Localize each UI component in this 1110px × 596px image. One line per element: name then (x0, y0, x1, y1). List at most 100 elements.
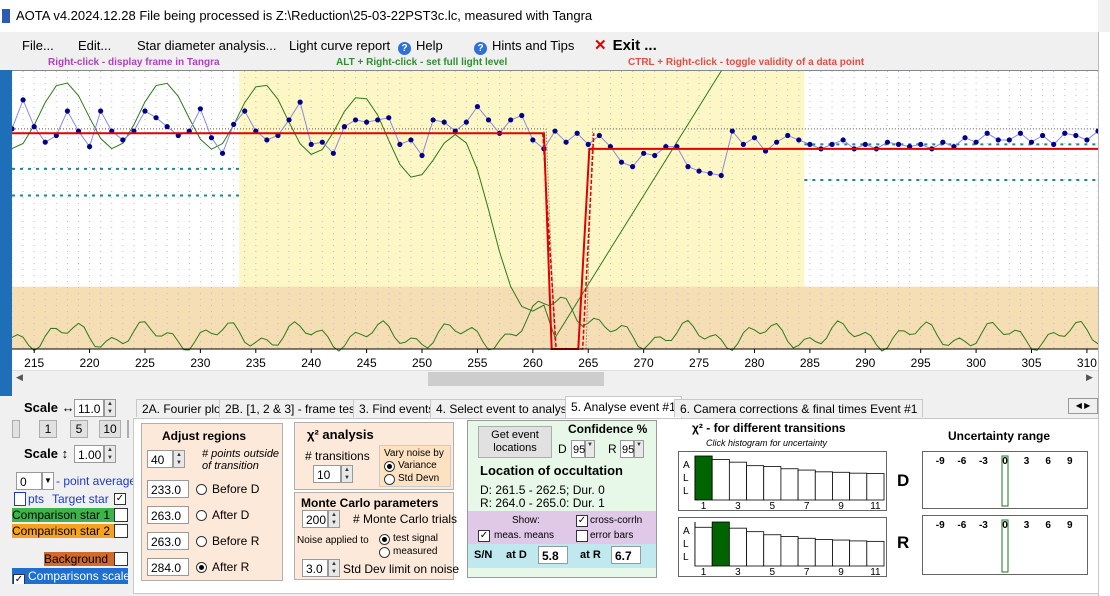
before-r-input[interactable]: 263.0 (147, 532, 189, 550)
menu-help[interactable]: ? Help (398, 38, 443, 55)
uncertainty-tick-label: -3 (979, 520, 988, 531)
menu-bar: File... Edit... Star diameter analysis..… (0, 32, 1098, 58)
data-point (164, 124, 170, 130)
transitions-input[interactable]: 10 (313, 465, 341, 483)
background-window-edge (1098, 32, 1110, 596)
scale-button-1[interactable]: 1 (39, 420, 57, 438)
scale-v-input[interactable]: 1.00 (74, 445, 104, 463)
scroll-thumb[interactable] (428, 372, 604, 386)
left-control-panel: Scale ↔ 11.0 ▲ ▼ 1 5 10 Scale ↕ 1.00 ▲ ▼ 0… (12, 396, 136, 592)
trials-input[interactable]: 200 (302, 510, 328, 528)
target-star-row[interactable]: pts Target star ✓ (14, 492, 130, 508)
data-point (408, 137, 414, 143)
std-devn-radio[interactable] (384, 474, 395, 485)
menu-hints[interactable]: ? Hints and Tips (474, 38, 574, 55)
scale-h-input[interactable]: 11.0 (74, 399, 104, 417)
title-bar: AOTA v4.2024.12.28 File being processed … (0, 0, 1098, 32)
after-r-radio[interactable] (196, 562, 207, 573)
tab-camera-corrections[interactable]: 6. Camera corrections & final times Even… (674, 399, 924, 417)
light-curve-plot[interactable]: 215 220 225 230 235 240 245 250 255 260 265 270 275 2… (12, 70, 1098, 371)
menu-file[interactable]: File... (22, 38, 54, 53)
tab-fourier[interactable]: 2A. Fourier plot (136, 399, 231, 417)
tab-frame-test[interactable]: 2B. [1, 2 & 3] - frame test (219, 399, 365, 417)
tab-scroll-arrows[interactable]: ◀ ▶ (1068, 398, 1098, 414)
histogram-d[interactable]: A L L 1 3 5 7 9 11 (678, 451, 887, 512)
data-point (386, 115, 392, 121)
points-outside-input[interactable]: 40 (147, 450, 173, 468)
point-average-label: - point average (56, 474, 137, 488)
histogram-bar (746, 465, 765, 501)
before-r-radio[interactable] (196, 536, 207, 547)
scale-h-stepper[interactable]: ▲ ▼ (104, 399, 116, 417)
comparison-star-2-checkbox[interactable] (114, 524, 128, 538)
trials-stepper[interactable]: ▲ ▼ (328, 510, 340, 528)
points-outside-stepper[interactable]: ▲ ▼ (173, 450, 185, 468)
transitions-stepper[interactable]: ▲ ▼ (341, 465, 353, 483)
cross-corrln-checkbox[interactable]: ✓ (576, 515, 588, 527)
histogram-bar (797, 537, 816, 567)
confidence-r-input[interactable]: 95 (620, 440, 634, 458)
tab-analyse-event[interactable]: 5. Analyse event #1 (565, 396, 682, 418)
comparison-star-1-checkbox[interactable] (114, 508, 128, 522)
chevron-down-icon[interactable]: ▼ (42, 472, 54, 490)
menu-star-diameter[interactable]: Star diameter analysis... (137, 38, 277, 53)
pts-label: pts (28, 492, 45, 506)
data-point (530, 137, 536, 143)
meas-means-checkbox[interactable]: ✓ (478, 530, 490, 542)
plot-scrollbar[interactable]: ◀ ▶ (12, 370, 1098, 387)
menu-light-curve-report[interactable]: Light curve report (289, 38, 391, 53)
x-tick-label: 310 (1077, 356, 1097, 370)
target-star-checkbox[interactable]: ✓ (114, 493, 126, 505)
after-r-input[interactable]: 284.0 (147, 558, 189, 576)
histogram-title: χ² - for different transitions (692, 421, 846, 435)
comparisons-scaled-checkbox[interactable]: ✓ (13, 574, 25, 584)
hint-ctrl-right-click: CTRL + Right-click - toggle validity of … (628, 57, 865, 68)
background-label: Background (44, 552, 114, 566)
comparisons-scaled-row[interactable]: ✓ Comparisons scaled (12, 568, 128, 584)
data-point (740, 141, 746, 147)
after-d-input[interactable]: 263.0 (147, 506, 189, 524)
confidence-d-chevron-icon[interactable]: ▼ (585, 440, 595, 458)
measured-radio[interactable] (379, 547, 390, 558)
scale-button-5[interactable]: 5 (70, 420, 88, 438)
vary-noise-label: Vary noise by (384, 448, 444, 459)
x-tick-label: 270 (634, 356, 654, 370)
histogram-r[interactable]: A L L 1 3 5 7 9 11 (678, 517, 887, 578)
confidence-r-chevron-icon[interactable]: ▼ (634, 440, 644, 458)
confidence-d-input[interactable]: 95 (571, 440, 585, 458)
scale-button-15[interactable] (127, 420, 129, 438)
scroll-right-arrow-icon[interactable]: ▶ (1086, 372, 1093, 382)
analyse-event-panel: Adjust regions 40 ▲ ▼ # points outside of… (133, 418, 1099, 594)
comparisons-scaled-label: Comparisons scaled (28, 569, 128, 583)
error-bars-checkbox[interactable] (576, 530, 588, 542)
tab-select-event[interactable]: 4. Select event to analyse (430, 399, 580, 417)
point-average-select[interactable]: 0 (16, 472, 42, 490)
scale-button-10[interactable]: 10 (99, 420, 121, 438)
scale-v-stepper[interactable]: ▲ ▼ (104, 445, 116, 463)
before-d-input[interactable]: 233.0 (147, 480, 189, 498)
variance-radio[interactable] (384, 461, 395, 472)
chi2-analysis-box: χ² analysis # transitions 10 ▲ ▼ Vary noi… (294, 422, 454, 490)
target-color-swatch[interactable] (14, 492, 26, 506)
x-tick-label: 245 (357, 356, 377, 370)
std-limit-input[interactable]: 3.0 (302, 559, 328, 577)
menu-edit[interactable]: Edit... (78, 38, 112, 53)
background-checkbox[interactable] (114, 552, 128, 566)
scale-button-0[interactable] (12, 420, 20, 438)
data-point (242, 108, 248, 114)
after-d-radio[interactable] (196, 510, 207, 521)
before-d-radio[interactable] (196, 484, 207, 495)
test-signal-radio[interactable] (379, 534, 390, 545)
data-point (219, 150, 226, 156)
histogram-x-label: 7 (804, 501, 810, 510)
uncertainty-tick-label: 3 (1024, 456, 1030, 467)
menu-exit[interactable]: ✕ Exit ... (594, 36, 657, 54)
scroll-left-arrow-icon[interactable]: ◀ (16, 372, 23, 382)
std-limit-stepper[interactable]: ▲ ▼ (328, 559, 340, 577)
data-point (585, 141, 591, 147)
tab-find-events[interactable]: 3. Find events (353, 399, 441, 417)
get-event-locations-button[interactable]: Get event locations (478, 426, 552, 458)
light-curve-svg[interactable]: 215 220 225 230 235 240 245 250 255 260 265 270 275 2… (12, 71, 1098, 371)
